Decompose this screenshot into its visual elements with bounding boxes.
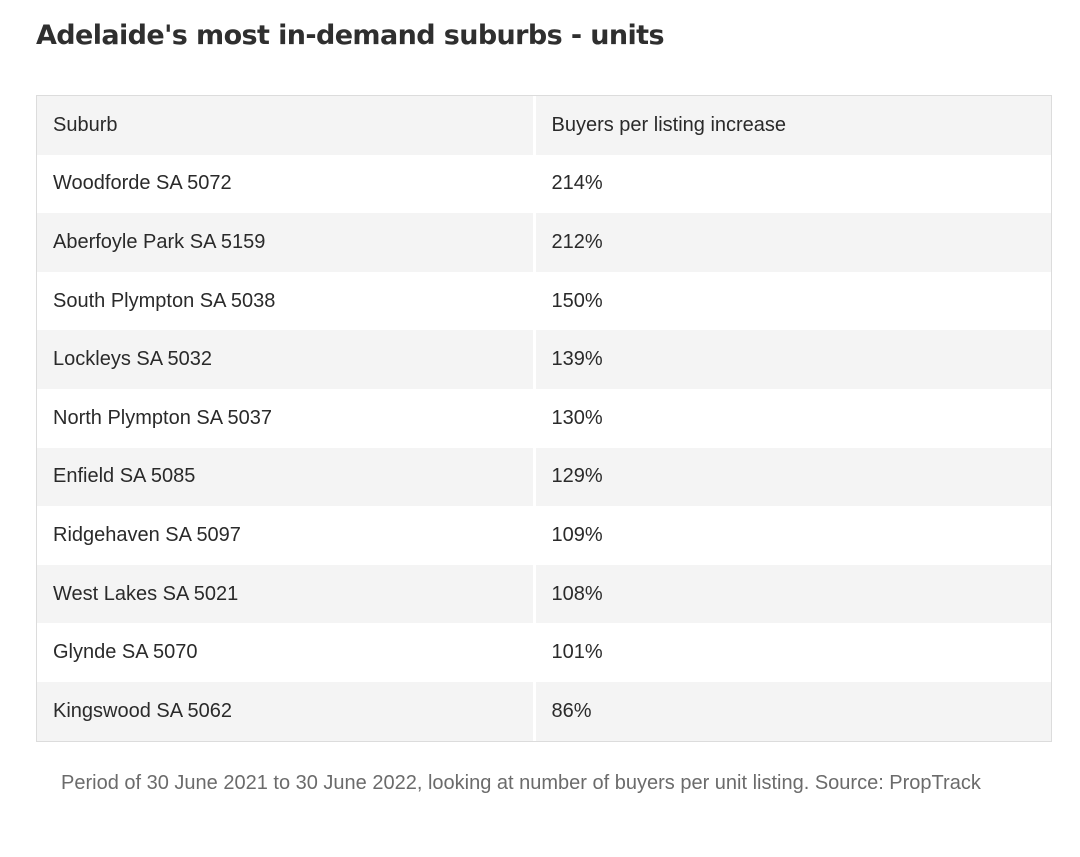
source-footnote: Period of 30 June 2021 to 30 June 2022, …: [61, 772, 981, 794]
suburb-cell: Lockleys SA 5032: [37, 330, 534, 389]
suburb-cell: Glynde SA 5070: [53, 641, 198, 664]
increase-cell: 139%: [532, 330, 1051, 389]
increase-cell: 130%: [532, 388, 1051, 448]
increase-cell: 212%: [532, 213, 1051, 272]
suburb-cell: Enfield SA 5085: [37, 447, 534, 507]
suburb-cell: Woodforde SA 5072: [53, 172, 232, 195]
increase-cell: 108%: [532, 564, 1051, 624]
increase-cell: 101%: [532, 623, 1051, 682]
suburb-cell: Ridgehaven SA 5097: [53, 523, 241, 546]
increase-cell: 86%: [532, 681, 1051, 741]
increase-cell: 214%: [532, 154, 1051, 214]
table-row: North Plympton SA 5037 130%: [37, 388, 1051, 448]
table-row: South Plympton SA 5038 150%: [37, 271, 1051, 331]
table-row: Aberfoyle Park SA 5159 212%: [37, 213, 1051, 272]
table-row: Kingswood SA 5062 86%: [37, 681, 1051, 741]
table-row: Enfield SA 5085 129%: [37, 447, 1051, 507]
table-row: Lockleys SA 5032 139%: [37, 330, 1051, 389]
suburb-cell: South Plympton SA 5038: [53, 289, 276, 312]
increase-cell: 129%: [532, 447, 1051, 507]
table-header-row: Suburb Buyers per listing increase: [37, 96, 1051, 155]
suburb-cell: Aberfoyle Park SA 5159: [37, 213, 534, 272]
suburb-cell: West Lakes SA 5021: [37, 564, 534, 624]
table-row: West Lakes SA 5021 108%: [37, 564, 1051, 624]
column-header-increase: Buyers per listing increase: [532, 96, 1051, 155]
suburb-cell: Kingswood SA 5062: [37, 681, 534, 741]
increase-cell: 150%: [532, 271, 1051, 331]
table-row: Ridgehaven SA 5097 109%: [37, 506, 1051, 565]
table-row: Glynde SA 5070 101%: [37, 623, 1051, 682]
column-header-suburb: Suburb: [37, 96, 534, 155]
suburbs-table: Suburb Buyers per listing increase Woodf…: [36, 95, 1052, 742]
suburb-cell: North Plympton SA 5037: [53, 406, 273, 429]
table-row: Woodforde SA 5072 214%: [37, 154, 1051, 214]
page-title: Adelaide's most in-demand suburbs - unit…: [36, 20, 665, 51]
increase-cell: 109%: [532, 506, 1051, 565]
